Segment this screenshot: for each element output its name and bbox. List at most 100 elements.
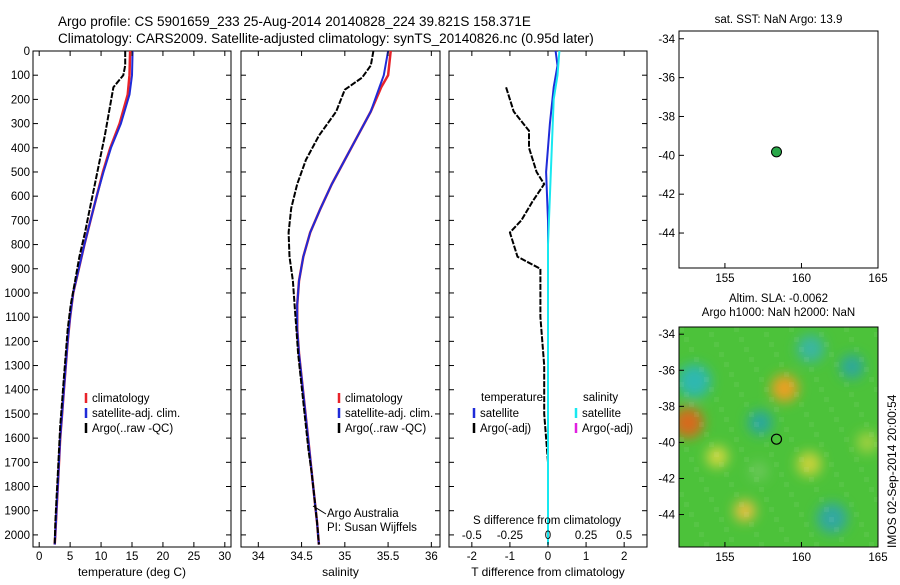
heatmap-cell — [754, 532, 759, 537]
heatmap-cell — [679, 492, 684, 497]
x-tick-label: 15 — [126, 551, 139, 563]
y-tick-label: -44 — [658, 510, 675, 522]
x-tick-label: 35.5 — [377, 551, 399, 563]
heatmap-cell — [794, 502, 799, 507]
header-line-1: Argo profile: CS 5901659_233 25-Aug-2014… — [58, 14, 531, 29]
heatmap-cell — [774, 352, 779, 357]
heatmap-cell — [839, 537, 844, 542]
heatmap-cell — [724, 362, 729, 367]
y-tick-label: 300 — [11, 119, 30, 131]
heatmap-cell — [874, 332, 878, 337]
difference-panel: -2 -1 0 1 2 T difference from climatology S di… — [448, 50, 648, 579]
heatmap-cell — [679, 437, 684, 442]
y-tick-label: 100 — [11, 70, 30, 82]
y-tick-label: 1900 — [4, 506, 30, 518]
legend-label: Argo(..raw -QC) — [92, 423, 173, 435]
y-tick-label: 0 — [24, 46, 30, 58]
x-axis-label: salinity — [322, 565, 359, 579]
heatmap-cell — [869, 487, 874, 492]
x-tick-label: 34.5 — [290, 551, 312, 563]
heatmap-cell — [829, 352, 834, 357]
heatmap-cell — [759, 542, 764, 547]
heatmap-cell — [869, 377, 874, 382]
heatmap-cell — [844, 492, 849, 497]
x-tick-label: 0 — [36, 551, 42, 563]
map-title: sat. SST: NaN Argo: 13.9 — [715, 14, 843, 26]
y-tick-label: 1000 — [4, 288, 30, 300]
heatmap-cell — [774, 517, 779, 522]
map-subtitle: Argo h1000: NaN h2000: NaN — [702, 307, 855, 319]
heatmap-cell — [789, 382, 794, 387]
heatmap-cell — [689, 402, 694, 407]
heatmap-cell — [704, 432, 709, 437]
heatmap-cell — [749, 357, 754, 362]
heatmap-cell — [764, 497, 769, 502]
y-tick-label: 400 — [11, 143, 30, 155]
y-tick-label: 2000 — [4, 530, 30, 542]
heatmap-cell — [804, 357, 809, 362]
heatmap-cell — [854, 512, 859, 517]
heatmap-cell — [829, 407, 834, 412]
legend-label: Argo(-adj) — [480, 423, 531, 435]
heatmap-cell — [749, 522, 754, 527]
annotation-line: PI: Susan Wijffels — [327, 522, 417, 534]
heatmap-cell — [834, 472, 839, 477]
heatmap-cell — [679, 382, 684, 387]
legend-label: satellite-adj. clim. — [345, 408, 433, 420]
heatmap-cell — [849, 447, 854, 452]
s-axis-label: S difference from climatology — [473, 515, 621, 527]
heatmap-cell — [734, 492, 739, 497]
heatmap-cell — [774, 462, 779, 467]
argo-position-marker — [770, 433, 783, 445]
heatmap-cell — [814, 377, 819, 382]
legend-label: satellite — [582, 408, 621, 420]
heatmap-cell — [874, 387, 878, 392]
heatmap-cell — [779, 362, 784, 367]
x-tick-label: 35 — [338, 551, 351, 563]
heatmap-cell — [694, 357, 699, 362]
heatmap-cell — [844, 327, 849, 332]
heatmap-cell — [824, 452, 829, 457]
heatmap-cell — [699, 422, 704, 427]
heatmap-cell — [809, 532, 814, 537]
heatmap-cell — [784, 482, 789, 487]
heatmap-cell — [799, 402, 804, 407]
heatmap-cell — [784, 427, 789, 432]
x-tick-label: 165 — [868, 552, 887, 564]
heatmap-blob — [734, 500, 756, 522]
heatmap-cell — [734, 437, 739, 442]
y-tick-label: 1600 — [4, 433, 30, 445]
x-tick-label: 1 — [583, 551, 589, 563]
s-tick-label: 0.25 — [575, 530, 597, 542]
x-tick-label: 10 — [95, 551, 108, 563]
x-tick-label: 5 — [67, 551, 73, 563]
heatmap-cell — [734, 382, 739, 387]
y-tick-label: -34 — [658, 34, 675, 46]
heatmap-cell — [704, 542, 709, 547]
heatmap-cell — [764, 332, 769, 337]
heatmap-cell — [779, 417, 784, 422]
legend-title: temperature — [481, 392, 543, 404]
heatmap-cell — [844, 437, 849, 442]
y-tick-label: -36 — [658, 73, 675, 85]
y-tick-label: 1100 — [5, 312, 30, 324]
heatmap-cell — [769, 397, 774, 402]
heatmap-cell — [819, 497, 824, 502]
heatmap-cell — [849, 337, 854, 342]
heatmap-cell — [709, 497, 714, 502]
heatmap-cell — [859, 412, 864, 417]
heatmap-cell — [784, 372, 789, 377]
heatmap-cell — [699, 532, 704, 537]
heatmap-blob — [839, 354, 865, 379]
heatmap-cell — [814, 487, 819, 492]
heatmap-cell — [814, 542, 819, 547]
heatmap-cell — [799, 457, 804, 462]
heatmap-cell — [734, 327, 739, 332]
heatmap-cell — [704, 377, 709, 382]
heatmap-cell — [759, 432, 764, 437]
y-tick-label: 800 — [11, 240, 30, 252]
heatmap-cell — [804, 412, 809, 417]
heatmap-cell — [869, 542, 874, 547]
difference-series-2 — [547, 50, 561, 545]
heatmap-cell — [849, 392, 854, 397]
